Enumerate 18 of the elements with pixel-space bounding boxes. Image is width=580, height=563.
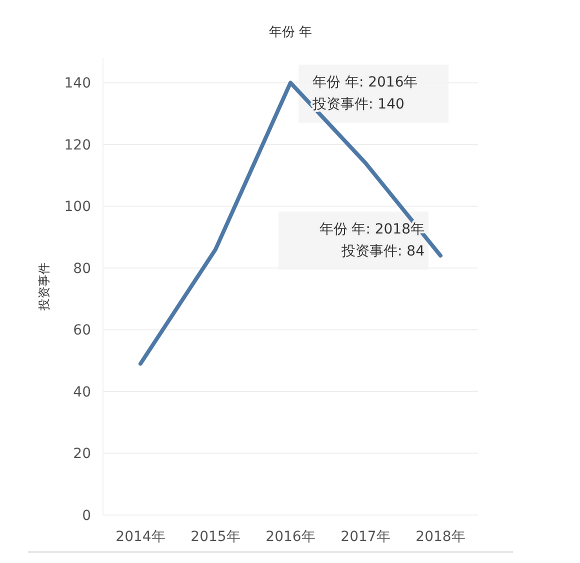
- x-tick-label: 2014年: [116, 529, 166, 545]
- y-axis-title: 投资事件: [37, 262, 51, 312]
- x-tick-label: 2016年: [266, 529, 316, 545]
- y-tick-label: 120: [64, 137, 91, 154]
- y-tick-label: 60: [73, 322, 91, 339]
- x-tick-label: 2018年: [416, 529, 466, 545]
- y-tick-label: 40: [73, 384, 91, 400]
- y-tick-label: 20: [73, 446, 91, 462]
- chart-title: 年份 年: [268, 25, 312, 40]
- y-tick-label: 80: [73, 260, 91, 277]
- y-tick-label: 100: [64, 199, 91, 216]
- x-tick-label: 2017年: [340, 529, 390, 545]
- y-tick-label: 140: [64, 76, 91, 92]
- annotation: 投资事件: 84: [340, 244, 425, 260]
- y-tick-label: 0: [82, 508, 91, 524]
- annotation: 年份 年: 2016年: [312, 74, 418, 91]
- annotation: 投资事件: 140: [312, 96, 404, 113]
- x-tick-label: 2015年: [190, 529, 240, 545]
